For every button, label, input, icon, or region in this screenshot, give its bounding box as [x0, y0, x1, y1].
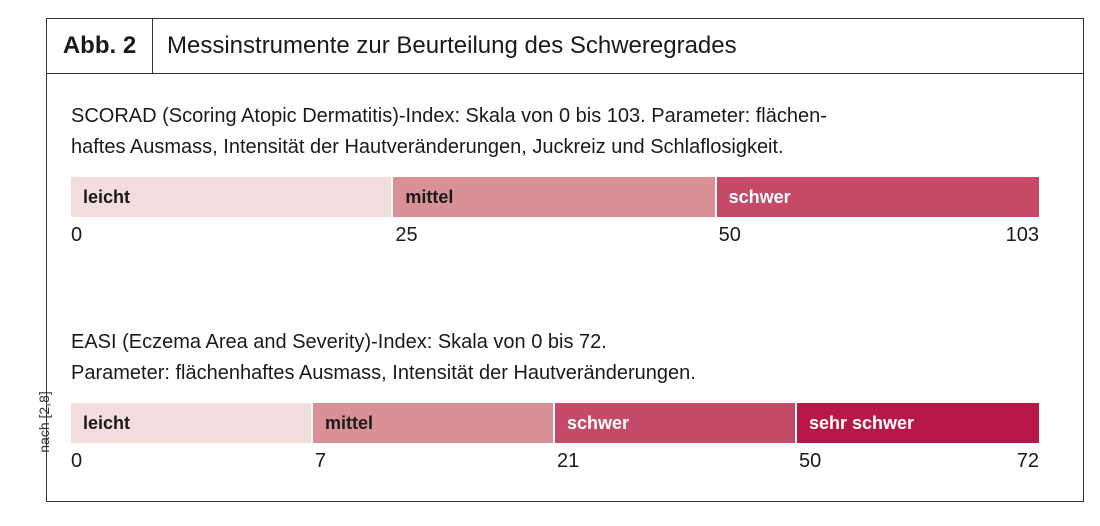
- scorad-description-line: haftes Ausmass, Intensität der Hautverän…: [71, 136, 784, 158]
- easi-tick-label: 21: [557, 450, 580, 472]
- scorad-tick-label: 50: [718, 224, 741, 246]
- figure-title: Messinstrumente zur Beurteilung des Schw…: [167, 32, 737, 59]
- scorad-description-line: SCORAD (Scoring Atopic Dermatitis)-Index…: [71, 105, 827, 127]
- easi-tick-label: 50: [799, 450, 822, 472]
- scorad-tick-label: 103: [1005, 224, 1039, 246]
- easi-scale-ticks: 0 7 21 50 72: [71, 450, 1039, 474]
- scorad-scale-bar: leicht mittel schwer: [71, 177, 1039, 217]
- easi-segment-mittel: mittel: [313, 403, 555, 443]
- scorad-segment-schwer: schwer: [716, 177, 1039, 217]
- figure-label: Abb. 2: [47, 19, 153, 73]
- easi-segment-schwer: schwer: [555, 403, 797, 443]
- scorad-segment-mittel: mittel: [393, 177, 717, 217]
- figure-header: Abb. 2 Messinstrumente zur Beurteilung d…: [47, 19, 1083, 74]
- easi-segment-leicht: leicht: [71, 403, 313, 443]
- easi-scale-bar: leicht mittel schwer sehr schwer: [71, 403, 1039, 443]
- easi-description: EASI (Eczema Area and Severity)-Index: S…: [71, 327, 696, 389]
- scorad-tick-label: 25: [395, 224, 418, 246]
- easi-tick-label: 0: [71, 450, 83, 472]
- easi-tick-label: 72: [1016, 450, 1039, 472]
- scorad-tick-label: 0: [71, 224, 83, 246]
- easi-description-line: EASI (Eczema Area and Severity)-Index: S…: [71, 331, 607, 353]
- scorad-description: SCORAD (Scoring Atopic Dermatitis)-Index…: [71, 101, 827, 163]
- easi-tick-label: 7: [315, 450, 327, 472]
- easi-description-line: Parameter: flächenhaftes Ausmass, Intens…: [71, 362, 696, 384]
- scorad-scale-ticks: 0 25 50 103: [71, 224, 1039, 248]
- scorad-segment-leicht: leicht: [71, 177, 394, 217]
- easi-segment-sehr-schwer: sehr schwer: [797, 403, 1039, 443]
- figure-frame: Abb. 2 Messinstrumente zur Beurteilung d…: [46, 18, 1084, 502]
